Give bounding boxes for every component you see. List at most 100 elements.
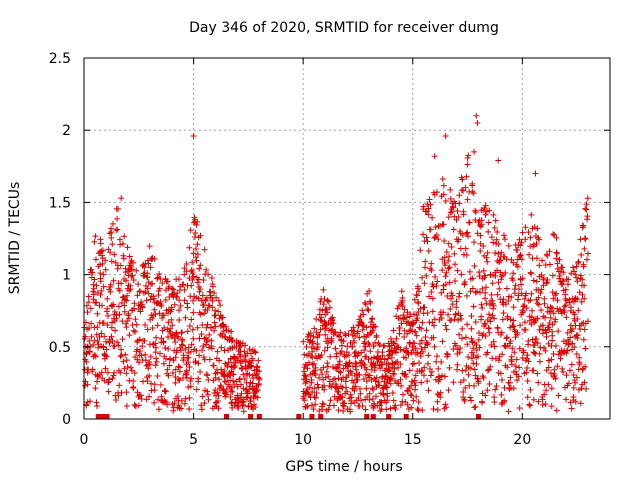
data-point [112, 327, 119, 334]
data-point [471, 366, 478, 373]
data-point [433, 353, 440, 360]
data-point [366, 288, 373, 295]
data-point [377, 355, 384, 362]
data-point [102, 266, 109, 273]
data-point [464, 161, 471, 168]
data-point [189, 269, 196, 276]
data-point [559, 264, 566, 271]
data-point [442, 132, 449, 139]
y-tick-label: 2.5 [49, 51, 71, 67]
data-point [324, 340, 331, 347]
data-point [413, 312, 420, 319]
data-point [111, 369, 118, 376]
data-point [492, 386, 499, 393]
data-point [98, 369, 105, 376]
data-point [407, 391, 414, 398]
data-point [144, 257, 151, 264]
data-point [348, 370, 355, 377]
data-point [130, 277, 137, 284]
data-point [526, 251, 533, 258]
data-point [512, 282, 519, 289]
data-point [254, 386, 261, 393]
data-point [427, 201, 434, 208]
data-point [142, 357, 149, 364]
data-point [116, 311, 123, 318]
data-point [254, 364, 261, 371]
data-point [227, 372, 234, 379]
data-point [81, 382, 88, 389]
data-point [418, 379, 425, 386]
data-point [494, 229, 501, 236]
data-point [394, 358, 401, 365]
data-point [472, 403, 479, 410]
data-point [392, 405, 399, 412]
data-point [138, 352, 145, 359]
data-point [227, 355, 234, 362]
data-point [411, 340, 418, 347]
data-point [145, 260, 152, 267]
data-point [430, 334, 437, 341]
data-point [97, 261, 104, 268]
data-point [377, 365, 384, 372]
data-point [566, 299, 573, 306]
data-point [443, 269, 450, 276]
data-point [384, 392, 391, 399]
data-point [238, 390, 245, 397]
data-point [401, 306, 408, 313]
data-point [584, 195, 591, 202]
data-point [323, 306, 330, 313]
data-point [192, 246, 199, 253]
data-point [549, 272, 556, 279]
data-point [358, 349, 365, 356]
data-point [326, 304, 333, 311]
data-point [353, 366, 360, 373]
missing-data-marker [386, 414, 392, 419]
data-point [448, 244, 455, 251]
data-point [482, 295, 489, 302]
data-point [176, 297, 183, 304]
data-point [234, 383, 241, 390]
data-point [185, 354, 192, 361]
data-point [113, 396, 120, 403]
missing-data-marker [318, 414, 324, 419]
data-point [174, 290, 181, 297]
data-point [209, 283, 216, 290]
data-point [136, 359, 143, 366]
data-point [553, 249, 560, 256]
data-point [470, 351, 477, 358]
data-point [536, 262, 543, 269]
data-point [331, 375, 338, 382]
data-point [451, 250, 458, 257]
data-point [231, 353, 238, 360]
data-point [185, 344, 192, 351]
data-point [411, 296, 418, 303]
data-point [313, 389, 320, 396]
data-point [568, 405, 575, 412]
data-point [126, 253, 133, 260]
data-point [252, 403, 259, 410]
data-point [417, 247, 424, 254]
data-point [183, 371, 190, 378]
data-point [539, 257, 546, 264]
y-axis-label: SRMTID / TECUs [7, 182, 23, 295]
data-point [144, 285, 151, 292]
data-point [310, 406, 317, 413]
data-point [436, 376, 443, 383]
data-point [187, 348, 194, 355]
data-point [507, 324, 514, 331]
data-point [97, 278, 104, 285]
data-point [526, 317, 533, 324]
data-point [168, 316, 175, 323]
data-point [527, 296, 534, 303]
data-point [205, 271, 212, 278]
data-point [433, 232, 440, 239]
data-point [150, 295, 157, 302]
data-point [201, 400, 208, 407]
data-point [218, 344, 225, 351]
data-point [419, 319, 426, 326]
data-point [147, 264, 154, 271]
data-point [100, 320, 107, 327]
data-point [408, 327, 415, 334]
data-point [391, 365, 398, 372]
data-point [303, 404, 310, 411]
